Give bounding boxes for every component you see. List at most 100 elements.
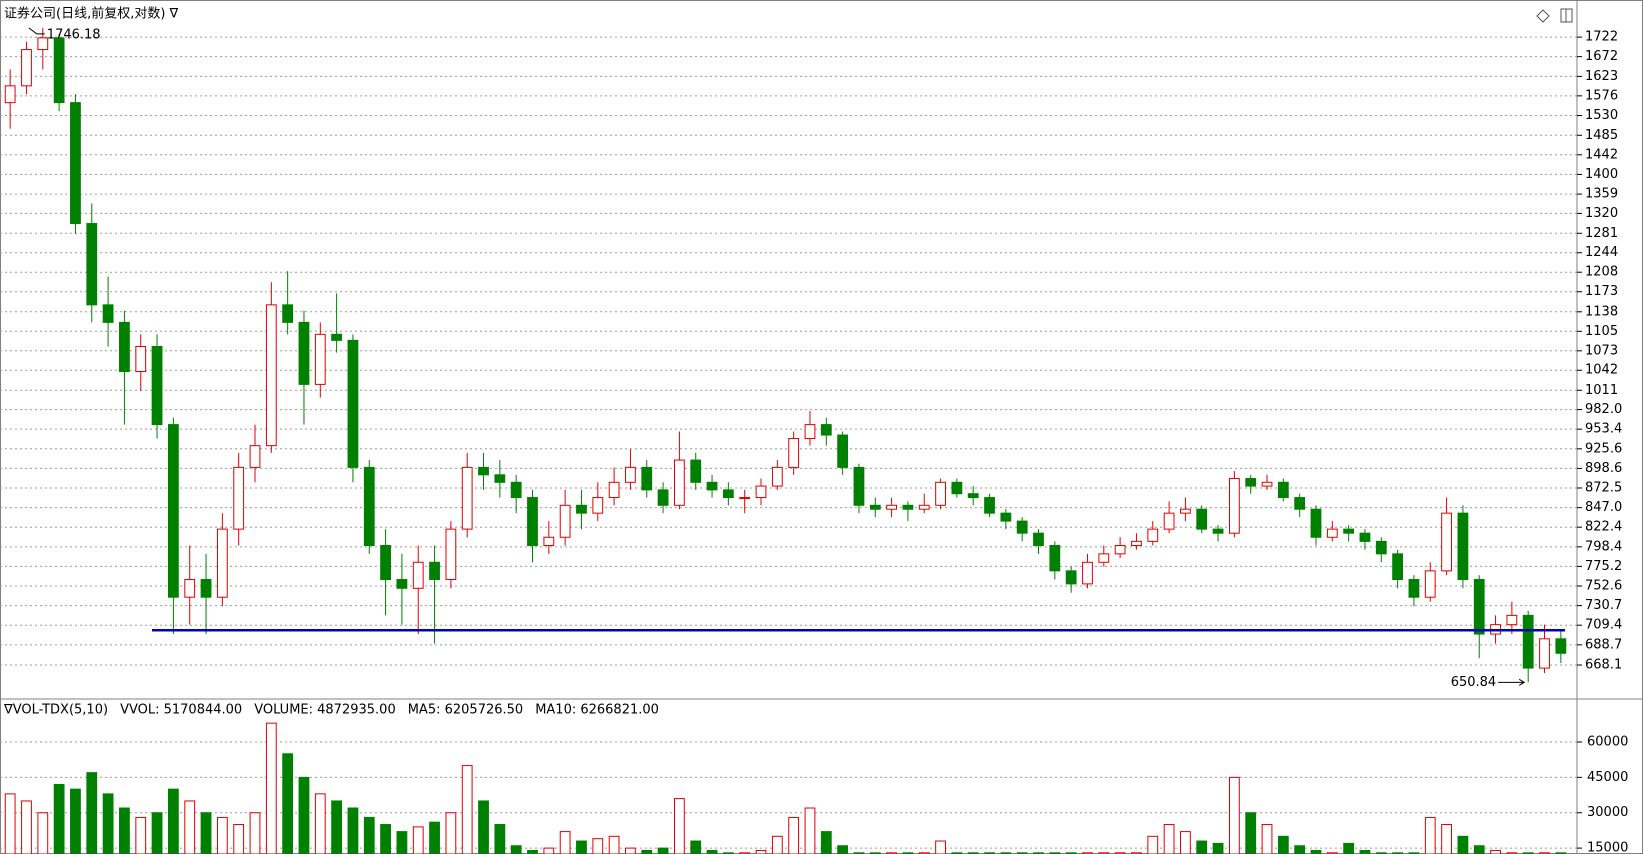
volume-bar — [21, 800, 32, 854]
y-tick-label: 1281 — [1585, 226, 1618, 241]
candle-body — [233, 466, 245, 530]
volume-bar — [102, 793, 114, 854]
volume-bar — [592, 838, 604, 854]
min-label: 650.84 — [1451, 675, 1497, 690]
candle-body — [21, 49, 32, 87]
candle-body — [902, 504, 914, 510]
candle-body — [396, 579, 408, 589]
volume-bar — [494, 824, 506, 854]
volume-bar — [249, 812, 261, 854]
volume-bar — [820, 831, 832, 854]
candle-body — [53, 37, 65, 104]
volume-bar — [298, 776, 310, 854]
y-tick-label: 898.6 — [1585, 461, 1622, 476]
annotation-arrow — [28, 27, 45, 35]
candle-body — [1392, 553, 1404, 581]
volume-bar — [119, 807, 130, 854]
candle-body — [690, 459, 702, 483]
candle-body — [592, 497, 604, 514]
candle-body — [4, 85, 16, 104]
volume-bar — [1424, 816, 1436, 854]
candle-body — [1326, 528, 1338, 538]
volume-bar — [641, 849, 653, 854]
candle-body — [167, 424, 179, 598]
candle-body — [478, 466, 489, 476]
candle-body — [869, 504, 881, 510]
volume-bar — [771, 835, 783, 854]
icon-diamond[interactable] — [1536, 9, 1550, 23]
volume-bar — [657, 847, 669, 854]
y-tick-label: 798.4 — [1585, 539, 1622, 554]
y-tick-label: 1442 — [1585, 147, 1618, 162]
indicator-label: MA5: 6205726.50 — [408, 703, 523, 718]
y-tick-label: 1576 — [1585, 88, 1618, 103]
candle-body — [429, 561, 440, 581]
volume-bar — [1245, 812, 1257, 854]
volume-bar — [282, 753, 294, 854]
candle-body — [347, 339, 359, 468]
candle-body — [837, 434, 849, 468]
max-label: 1746.18 — [47, 27, 101, 42]
candle-body — [1180, 508, 1191, 514]
volume-bar — [200, 812, 212, 854]
candle-body — [625, 466, 636, 483]
candle-body — [1408, 579, 1420, 598]
candle-body — [576, 504, 587, 514]
candle-body — [739, 497, 751, 500]
y-tick-label: 925.6 — [1585, 441, 1622, 456]
volume-bar — [412, 826, 424, 854]
candle-body — [674, 459, 685, 506]
candle-body — [771, 466, 783, 487]
volume-bar — [543, 847, 555, 854]
candle-body — [641, 466, 653, 491]
volume-bar — [184, 800, 196, 854]
volume-bar — [331, 800, 343, 854]
volume-bar — [478, 800, 489, 854]
y-tick-label: 1530 — [1585, 108, 1618, 123]
y-tick-label: 730.7 — [1585, 598, 1622, 613]
candle-body — [151, 345, 163, 426]
annotation-arrow — [1498, 678, 1526, 686]
candle-body — [380, 545, 391, 581]
candle-body — [298, 321, 310, 385]
candle-body — [135, 345, 147, 373]
y-tick-label: 45000 — [1587, 770, 1628, 785]
candle-body — [918, 504, 930, 510]
candle-body — [1196, 508, 1208, 530]
y-tick-label: 1244 — [1585, 245, 1618, 260]
y-tick-label: 1173 — [1585, 284, 1618, 299]
volume-bar — [576, 840, 587, 854]
candle-body — [1522, 614, 1534, 669]
volume-bar — [1359, 849, 1371, 854]
candle-body — [445, 528, 457, 581]
candle-body — [788, 438, 800, 468]
candle-body — [1555, 638, 1567, 654]
volume-bar — [363, 816, 375, 854]
volume-bar — [804, 807, 816, 854]
candle-body — [1163, 512, 1175, 530]
volume-bar — [837, 845, 849, 854]
candle-body — [951, 481, 963, 495]
indicator-label: VVOL: 5170844.00 — [120, 703, 242, 718]
candle-body — [1441, 512, 1452, 572]
y-tick-label: 775.2 — [1585, 559, 1622, 574]
candle-body — [1310, 508, 1322, 538]
volume-bar — [233, 824, 245, 854]
y-tick-label: 1359 — [1585, 187, 1618, 202]
volume-bar — [380, 824, 391, 854]
y-tick-label: 1073 — [1585, 343, 1618, 358]
y-tick-label: 1208 — [1585, 265, 1618, 280]
volume-bar — [1277, 835, 1289, 854]
y-tick-label: 1138 — [1585, 304, 1618, 319]
volume-bar — [1294, 845, 1306, 854]
candle-body — [886, 504, 897, 510]
candle-body — [412, 561, 424, 589]
candle-body — [1245, 478, 1257, 487]
volume-bar — [674, 798, 685, 854]
volume-bar — [1147, 835, 1159, 854]
volume-bar — [37, 812, 49, 854]
volume-bar — [1457, 835, 1469, 854]
volume-bar — [396, 831, 408, 854]
